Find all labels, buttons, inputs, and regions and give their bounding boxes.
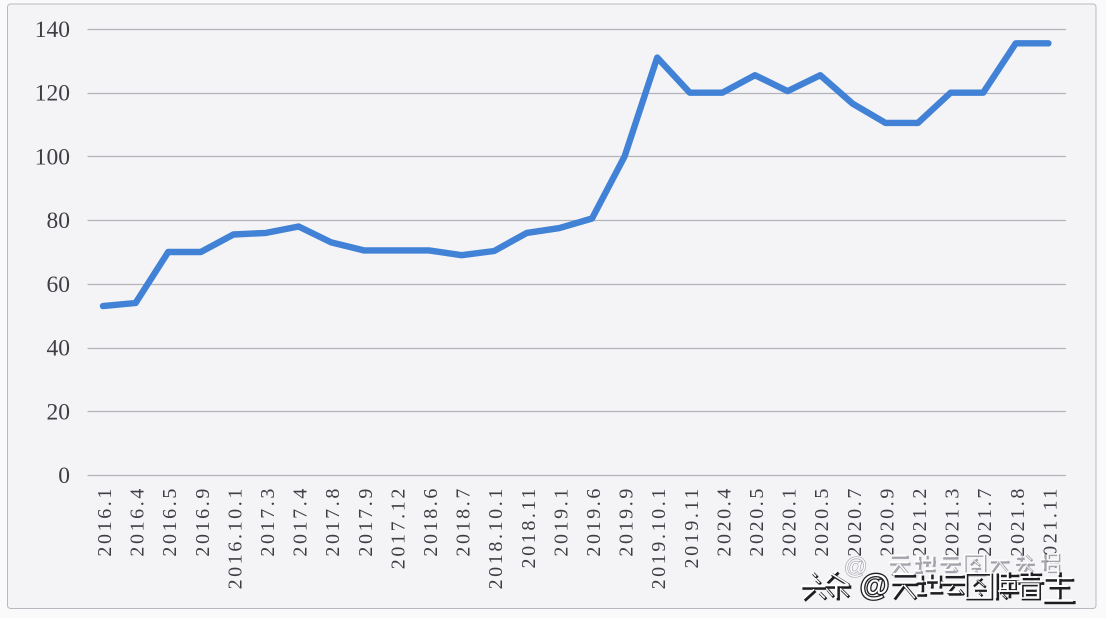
svg-text:2021.8: 2021.8	[1007, 486, 1029, 557]
svg-text:2016.1: 2016.1	[94, 486, 116, 557]
svg-text:2021.11: 2021.11	[1039, 486, 1061, 568]
svg-text:2016.9: 2016.9	[192, 486, 214, 557]
svg-text:2020.7: 2020.7	[844, 486, 866, 557]
svg-text:40: 40	[47, 336, 71, 362]
svg-text:@: @	[844, 553, 867, 579]
svg-text:2019.1: 2019.1	[550, 486, 572, 557]
svg-text:0: 0	[58, 463, 70, 489]
svg-text:2020.5: 2020.5	[746, 486, 768, 557]
svg-text:2018.6: 2018.6	[420, 486, 442, 557]
svg-text:2017.8: 2017.8	[322, 486, 344, 557]
svg-text:2018.7: 2018.7	[453, 486, 475, 557]
svg-text:20: 20	[47, 399, 71, 425]
svg-text:2016.4: 2016.4	[127, 486, 149, 557]
svg-text:2019.9: 2019.9	[616, 486, 638, 557]
svg-text:@: @	[860, 569, 889, 602]
svg-text:2019.10.1: 2019.10.1	[648, 486, 670, 589]
svg-text:2019.6: 2019.6	[583, 486, 605, 557]
svg-text:2020.4: 2020.4	[713, 486, 735, 557]
svg-text:2019.11: 2019.11	[681, 486, 703, 568]
svg-text:140: 140	[35, 17, 70, 43]
svg-text:2020.9: 2020.9	[876, 486, 898, 557]
svg-text:2020.5: 2020.5	[811, 486, 833, 557]
svg-text:120: 120	[35, 81, 70, 107]
svg-text:2018.11: 2018.11	[518, 486, 540, 568]
svg-text:2017.9: 2017.9	[355, 486, 377, 557]
svg-text:2017.4: 2017.4	[290, 486, 312, 557]
svg-text:2021.3: 2021.3	[942, 486, 964, 557]
svg-text:2018.10.1: 2018.10.1	[485, 486, 507, 589]
svg-text:2021.2: 2021.2	[909, 486, 931, 557]
svg-text:2016.5: 2016.5	[159, 486, 181, 557]
svg-text:2016.10.1: 2016.10.1	[224, 486, 246, 589]
svg-text:2020.1: 2020.1	[779, 486, 801, 557]
svg-text:2021.7: 2021.7	[974, 486, 996, 557]
svg-text:60: 60	[47, 272, 71, 298]
svg-text:100: 100	[35, 144, 70, 170]
svg-text:2017.3: 2017.3	[257, 486, 279, 557]
svg-text:80: 80	[47, 208, 71, 234]
svg-text:2017.12: 2017.12	[387, 486, 409, 569]
